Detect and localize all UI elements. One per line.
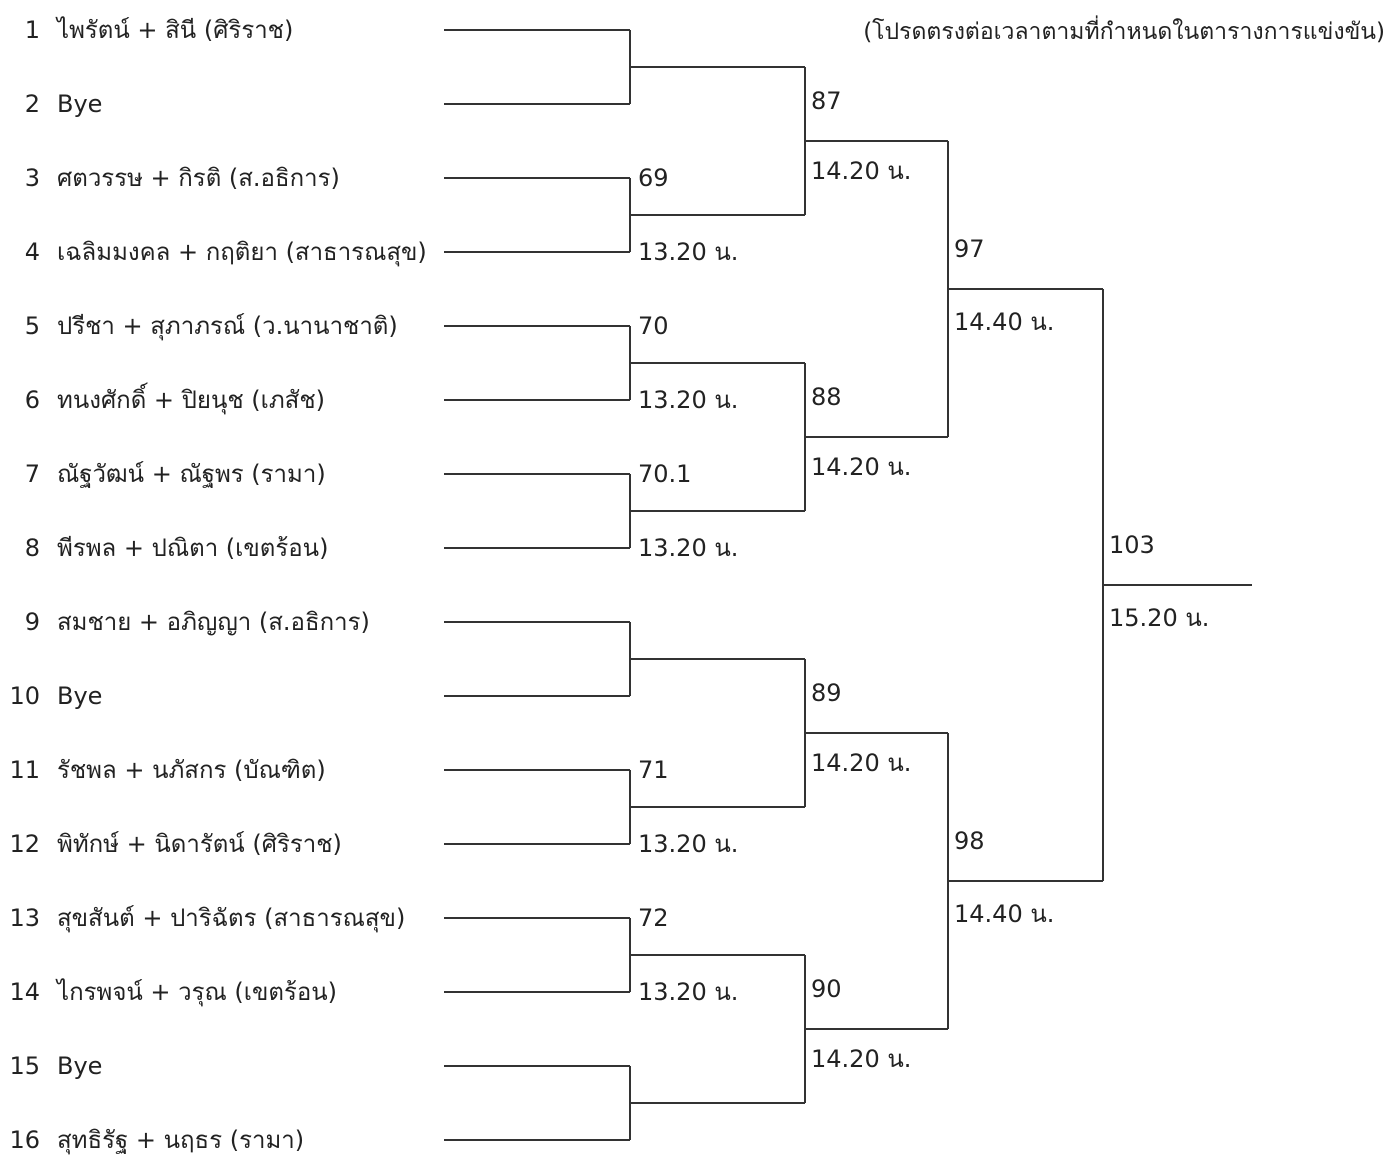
- seed-number: 4: [24, 238, 40, 266]
- seed-number: 3: [24, 164, 40, 192]
- final-match-time: 15.20 น.: [1109, 604, 1210, 632]
- seed-number: 6: [24, 386, 40, 414]
- match-time: 14.40 น.: [954, 308, 1055, 336]
- match-number: 88: [811, 383, 842, 411]
- seed-number: 15: [9, 1052, 40, 1080]
- seed-number: 13: [9, 904, 40, 932]
- team-name: Bye: [57, 90, 103, 118]
- match-time: 14.20 น.: [811, 157, 912, 185]
- seed-number: 10: [9, 682, 40, 710]
- match-number: 70.1: [638, 460, 692, 488]
- team-name: เฉลิมมงคล + กฤติยา (สาธารณสุข): [57, 238, 427, 266]
- team-name: Bye: [57, 1052, 103, 1080]
- match-time: 14.20 น.: [811, 749, 912, 777]
- seed-number: 7: [24, 460, 40, 488]
- seed-number: 5: [24, 312, 40, 340]
- team-name: ปรีชา + สุภาภรณ์ (ว.นานาชาติ): [57, 312, 398, 340]
- match-number: 90: [811, 975, 842, 1003]
- match-number: 89: [811, 679, 842, 707]
- seed-number: 2: [24, 90, 40, 118]
- seed-number: 16: [9, 1126, 40, 1154]
- match-time: 13.20 น.: [638, 978, 739, 1006]
- team-name: พีรพล + ปณิตา (เขตร้อน): [57, 534, 329, 562]
- team-name: ไกรพจน์ + วรุณ (เขตร้อน): [57, 978, 338, 1006]
- final-match-number: 103: [1109, 531, 1155, 559]
- seed-number: 14: [9, 978, 40, 1006]
- punctuality-note: (โปรดตรงต่อเวลาตามที่กำหนดในตารางการแข่ง…: [863, 19, 1385, 45]
- seed-number: 8: [24, 534, 40, 562]
- seed-number: 1: [24, 16, 40, 44]
- team-name: สุทธิรัฐ + นฤธร (รามา): [57, 1126, 305, 1154]
- team-name: ณัฐวัฒน์ + ณัฐพร (รามา): [57, 460, 326, 488]
- team-name: ทนงศักดิ์ + ปิยนุช (เภสัช): [57, 386, 325, 414]
- team-name: สมชาย + อภิญญา (ส.อธิการ): [57, 608, 370, 636]
- match-time: 14.40 น.: [954, 900, 1055, 928]
- team-name: Bye: [57, 682, 103, 710]
- match-time: 13.20 น.: [638, 534, 739, 562]
- match-number: 71: [638, 756, 669, 784]
- match-number: 97: [954, 235, 985, 263]
- seed-number: 9: [24, 608, 40, 636]
- match-time: 14.20 น.: [811, 453, 912, 481]
- seed-number: 12: [9, 830, 40, 858]
- match-time: 13.20 น.: [638, 238, 739, 266]
- seed-number: 11: [9, 756, 40, 784]
- team-name: พิทักษ์ + นิดารัตน์ (ศิริราช): [57, 830, 342, 858]
- match-number: 69: [638, 164, 669, 192]
- match-time: 13.20 น.: [638, 386, 739, 414]
- team-name: รัชพล + นภัสกร (บัณฑิต): [57, 756, 326, 784]
- match-number: 70: [638, 312, 669, 340]
- match-number: 98: [954, 827, 985, 855]
- team-name: สุขสันต์ + ปาริฉัตร (สาธารณสุข): [57, 904, 406, 932]
- match-number: 87: [811, 87, 842, 115]
- team-name: ไพรัตน์ + สินี (ศิริราช): [57, 16, 294, 44]
- match-time: 13.20 น.: [638, 830, 739, 858]
- match-number: 72: [638, 904, 669, 932]
- team-name: ศตวรรษ + กิรติ (ส.อธิการ): [57, 164, 340, 192]
- match-time: 14.20 น.: [811, 1045, 912, 1073]
